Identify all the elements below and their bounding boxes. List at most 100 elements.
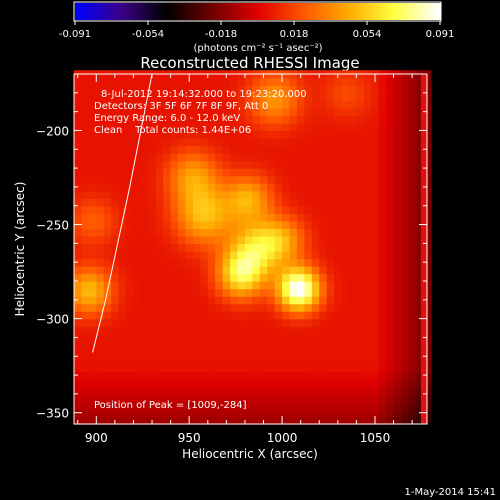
heatmap-cell	[282, 220, 291, 230]
heatmap-cell	[244, 356, 254, 365]
heatmap-cell	[126, 386, 135, 395]
heatmap-cell	[386, 100, 395, 109]
heatmap-cell	[140, 250, 150, 260]
heatmap-cell	[178, 168, 187, 177]
colorbar-segment	[399, 3, 403, 20]
heatmap-cell	[348, 85, 358, 94]
heatmap-cell	[363, 265, 372, 275]
heatmap-cell	[170, 326, 179, 335]
heatmap-cell	[252, 190, 261, 199]
heatmap-cell	[178, 356, 187, 365]
colorbar-segment	[427, 3, 431, 20]
heatmap-cell	[348, 326, 358, 335]
heatmap-cell	[148, 273, 157, 282]
heatmap-cell	[155, 378, 164, 388]
heatmap-cell	[178, 265, 187, 275]
heatmap-cell	[274, 160, 283, 169]
heatmap-cell	[207, 100, 216, 109]
colorbar-segment	[237, 3, 240, 20]
heatmap-cell	[140, 145, 150, 154]
heatmap-cell	[408, 92, 417, 102]
heatmap-cell	[215, 130, 224, 139]
heatmap-cell	[408, 393, 417, 403]
heatmap-cell	[341, 85, 350, 94]
heatmap-cell	[222, 303, 231, 312]
heatmap-cell	[215, 318, 224, 327]
map-edge-strip	[421, 74, 427, 424]
heatmap-cell	[230, 220, 239, 230]
heatmap-cell	[386, 115, 395, 124]
heatmap-cell	[259, 356, 268, 365]
heatmap-cell	[74, 77, 83, 86]
heatmap-cell	[81, 168, 90, 177]
heatmap-cell	[230, 198, 239, 207]
colorbar-segment	[125, 3, 129, 20]
colorbar-segment	[377, 3, 380, 20]
heatmap-cell	[178, 258, 187, 267]
heatmap-cell	[88, 250, 97, 260]
heatmap-cell	[74, 92, 83, 102]
heatmap-cell	[393, 213, 402, 222]
heatmap-cell	[393, 318, 402, 327]
heatmap-cell	[311, 107, 320, 117]
heatmap-cell	[207, 77, 216, 86]
heatmap-cell	[111, 205, 120, 214]
heatmap-cell	[192, 107, 202, 117]
heatmap-cell	[133, 168, 142, 177]
heatmap-cell	[363, 296, 372, 305]
heatmap-cell	[244, 341, 254, 350]
colorbar-segment	[101, 3, 104, 20]
heatmap-cell	[311, 333, 320, 342]
heatmap-cell	[103, 168, 112, 177]
heatmap-cell	[386, 311, 395, 320]
heatmap-cell	[155, 175, 164, 184]
heatmap-cell	[200, 303, 209, 312]
heatmap-cell	[304, 288, 313, 297]
heatmap-cell	[408, 130, 417, 139]
colorbar-segment	[166, 3, 169, 20]
heatmap-cell	[289, 122, 298, 132]
heatmap-cell	[319, 356, 328, 365]
heatmap-cell	[215, 280, 224, 290]
heatmap-cell	[74, 160, 83, 169]
heatmap-cell	[274, 371, 283, 380]
heatmap-cell	[408, 145, 417, 154]
heatmap-cell	[274, 243, 283, 252]
heatmap-cell	[222, 363, 231, 373]
heatmap-cell	[96, 386, 105, 395]
heatmap-cell	[163, 401, 172, 410]
heatmap-cell	[207, 115, 216, 124]
heatmap-cell	[408, 341, 417, 350]
heatmap-cell	[163, 280, 172, 290]
heatmap-cell	[230, 250, 239, 260]
colorbar: -0.091 -0.054 -0.018 0.018 0.054 0.091	[59, 1, 454, 40]
heatmap-cell	[74, 296, 83, 305]
heatmap-cell	[282, 130, 291, 139]
heatmap-cell	[140, 175, 150, 184]
heatmap-cell	[155, 250, 164, 260]
heatmap-cell	[400, 107, 410, 117]
heatmap-cell	[81, 175, 90, 184]
heatmap-cell	[252, 92, 261, 102]
heatmap-cell	[252, 153, 261, 162]
heatmap-cell	[111, 168, 120, 177]
heatmap-cell	[282, 198, 291, 207]
heatmap-cell	[415, 213, 424, 222]
heatmap-cell	[170, 107, 179, 117]
heatmap-cell	[282, 258, 291, 267]
heatmap-cell	[319, 311, 328, 320]
colorbar-segment	[433, 3, 437, 20]
colorbar-segment	[253, 3, 257, 20]
heatmap-cell	[296, 386, 306, 395]
heatmap-cell	[126, 333, 135, 342]
colorbar-segment	[158, 3, 161, 20]
heatmap-cell	[81, 122, 90, 132]
heatmap-cell	[341, 228, 350, 237]
heatmap-cell	[96, 280, 105, 290]
heatmap-cell	[237, 235, 246, 245]
heatmap-cell	[341, 258, 350, 267]
heatmap-cell	[400, 386, 410, 395]
heatmap-cell	[334, 296, 343, 305]
colorbar-segment	[283, 3, 287, 20]
heatmap-cell	[400, 100, 410, 109]
